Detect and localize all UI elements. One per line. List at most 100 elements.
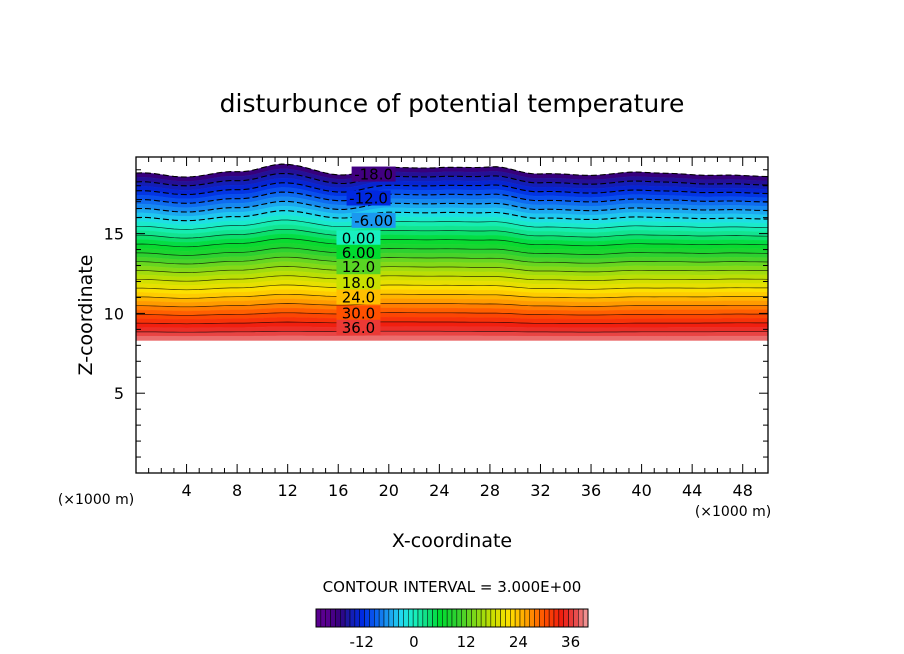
contour-label: 0.00 [342,229,375,247]
colorbar-swatch [485,608,492,628]
contour-label-background [336,319,381,335]
x-tick-label: 48 [733,481,753,500]
colorbar-swatch [344,608,351,628]
contour-line [136,219,768,230]
x-tick-label: 28 [480,481,500,500]
colorbar-swatch [442,608,448,628]
colorbar-swatch [490,608,496,628]
colorbar-swatch [514,608,521,628]
x-tick-label: 44 [682,481,702,500]
x-axis-label: X-coordinate [392,530,512,552]
colorbar-swatch [548,608,555,628]
colorbar-swatch [335,608,341,628]
colorbar-swatch [408,608,414,628]
colorbar-tick-label: 36 [561,633,580,651]
colorbar-swatch [340,608,346,628]
y-axis-label: Z-coordinate [75,255,97,376]
y-tick-label: 10 [104,304,124,323]
colorbar-swatch [417,608,424,628]
contour-band [136,335,768,341]
colorbar-tick-label: 0 [409,633,419,651]
colorbar-swatch [480,608,487,628]
colorbar-frame [315,608,589,628]
contour-label-background [336,230,381,246]
colorbar-swatch [539,608,545,628]
contour-line [136,303,768,308]
colorbar-swatch [500,608,506,628]
contour-line [136,238,768,248]
colorbar-swatch [378,608,385,628]
colorbar-tick-label: 24 [509,633,528,651]
colorbar-swatch [524,608,530,628]
contour-labels: -18.0 -12.0 -6.000.006.0012.018.024.030.03… [336,166,396,337]
colorbar-swatch [403,608,409,628]
contour-label-background [336,289,381,305]
colorbar-swatch [568,608,574,628]
x-tick-label: 36 [581,481,601,500]
colorbar-swatch [573,608,579,628]
contour-line [136,312,768,316]
colorbar-swatch [582,608,589,628]
colorbar-swatch [374,608,380,628]
contour-label: -18.0 [354,166,393,184]
contour-line [136,284,768,291]
contour-line-negative [136,210,768,222]
colorbar-swatch [519,608,526,628]
x-tick-label: 20 [379,481,399,500]
colorbar-swatch [330,608,336,628]
contour-label-background [351,212,396,228]
contour-interval-label: CONTOUR INTERVAL = 3.000E+00 [323,578,582,596]
contour-label-background [346,190,391,206]
contour-line [136,293,768,299]
contour-line-negative [136,200,768,213]
colorbar-swatch [471,608,477,628]
contour-line [136,266,768,273]
contour-line [136,275,768,282]
contour-label: -12.0 [349,189,388,207]
x-tick-label: 16 [328,481,348,500]
y-tick-label: 5 [114,384,124,403]
colorbar-swatch [558,608,564,628]
colorbar: -12 0 12 24 36 [315,608,589,651]
colorbar-swatch [393,608,399,628]
colorbar-swatch [476,608,482,628]
contour-line-negative [136,182,768,196]
x-tick-label: 24 [429,481,449,500]
colorbar-swatch [553,608,560,628]
contour-line-negative [136,172,768,187]
x-tick-label: 4 [181,481,191,500]
colorbar-swatch [451,608,458,628]
contour-label-background [336,275,381,291]
colorbar-swatch [446,608,453,628]
colorbar-swatch [354,608,360,628]
colorbar-swatch [422,608,428,628]
contour-label: 36.0 [342,319,375,337]
chart-title: disturbunce of potential temperature [220,89,685,118]
contour-label: 12.0 [342,258,375,276]
colorbar-swatch [510,608,516,628]
contour-label: 6.00 [342,244,375,262]
colorbar-tick-label: -12 [349,633,374,651]
contour-line-negative [136,163,768,178]
colorbar-swatch [388,608,394,628]
colorbar-swatch [534,608,540,628]
colorbar-swatch [364,608,370,628]
contour-label: 24.0 [342,288,375,306]
contour-label-background [351,166,396,182]
contour-line [136,330,768,333]
contour-line [136,247,768,256]
colorbar-swatch [437,608,443,628]
colorbar-swatch [505,608,511,628]
y-tick-label: 15 [104,225,124,244]
colorbar-swatch [461,608,467,628]
contour-line [136,256,768,265]
contour-field [136,163,768,341]
contour-label-background [336,305,381,321]
colorbar-swatch [427,608,433,628]
y-axis-unit: (×1000 m) [58,492,134,508]
colorbar-swatch [398,608,404,628]
colorbar-swatch [563,608,569,628]
colorbar-swatch [456,608,462,628]
